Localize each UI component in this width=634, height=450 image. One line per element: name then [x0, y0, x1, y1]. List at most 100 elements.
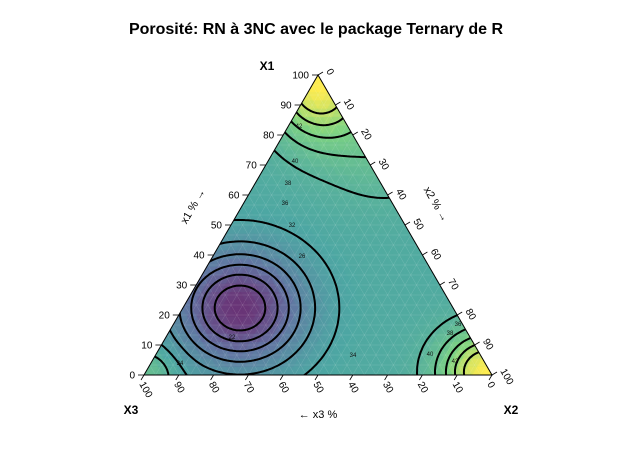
tick-label-x3: 30 [380, 380, 395, 396]
axis-label-x3: ← x3 % [299, 409, 338, 421]
tick-label-x1: 70 [246, 161, 258, 172]
grid-line [166, 334, 191, 376]
grid-line [294, 204, 394, 376]
tick-mark-x3 [419, 374, 423, 381]
tick-mark-x3 [453, 374, 458, 381]
grid-line [201, 124, 348, 376]
grid-line [253, 184, 365, 376]
grid-line [259, 174, 377, 376]
contour-label: 34 [350, 353, 357, 359]
tick-label-x3: 50 [310, 380, 325, 396]
grid-line [271, 154, 400, 376]
tick-mark-x2 [352, 131, 359, 136]
tick-mark-x2 [317, 71, 324, 76]
grid-line [149, 364, 156, 376]
tick-label-x3: 20 [415, 380, 430, 396]
grid-line [294, 114, 446, 376]
tick-mark-x2 [439, 281, 446, 286]
tick-label-x2: 20 [358, 127, 373, 143]
grid-line [230, 224, 319, 376]
grid-line [317, 224, 406, 376]
contour-label: 26 [299, 254, 306, 260]
contour-label: 40 [292, 159, 299, 165]
tick-label-x1: 0 [129, 371, 135, 382]
tick-label-x1: 80 [263, 131, 275, 142]
grid-line [213, 134, 354, 376]
grid-line [248, 194, 354, 376]
grid-line [207, 264, 272, 376]
tick-label-x2: 10 [341, 97, 356, 113]
tick-mark-x2 [474, 341, 480, 346]
chart-title: Porosité: RN à 3NC avec le package Terna… [129, 21, 504, 38]
grid-line [178, 104, 336, 376]
tick-mark-x3 [245, 374, 249, 381]
tick-label-x2: 30 [376, 157, 391, 173]
corner-label-x3: X3 [124, 403, 139, 417]
contour-line-22 [213, 284, 267, 332]
contour-label: 36 [455, 322, 462, 328]
grid-line [236, 154, 365, 376]
tick-mark-x2 [335, 101, 341, 106]
grid-line [259, 174, 377, 376]
contour-label: 24 [177, 361, 184, 367]
contour-label: 38 [285, 181, 292, 187]
tick-label-x3: 60 [276, 380, 291, 396]
grid-line [161, 344, 180, 376]
contour-label: 42 [452, 359, 459, 365]
grid-line [364, 264, 429, 376]
ternary-grid [149, 84, 487, 376]
grid-line [375, 274, 435, 376]
tick-label-x3: 0 [484, 380, 497, 391]
grid-line [398, 294, 446, 376]
grid-line [340, 244, 417, 376]
grid-line [219, 244, 296, 376]
tick-mark-x3 [175, 374, 180, 381]
contour-label: 22 [229, 335, 236, 341]
tick-mark-x2 [369, 161, 376, 166]
tick-label-x2: 40 [393, 187, 408, 203]
grid-line [201, 274, 261, 376]
axis-label-x2: x2 % → [421, 185, 451, 224]
contour-label: 40 [427, 352, 434, 358]
tick-label-x2: 100 [497, 367, 515, 387]
tick-mark-x3 [314, 374, 319, 381]
grid-line [468, 354, 481, 376]
tick-label-x3: 10 [450, 380, 465, 396]
grid-line [282, 134, 423, 376]
tick-label-x2: 70 [445, 277, 460, 293]
grid-line [172, 324, 203, 376]
tick-label-x2: 50 [410, 217, 425, 233]
tick-label-x3: 100 [136, 380, 154, 400]
tick-label-x1: 40 [193, 251, 205, 262]
tick-label-x1: 30 [176, 281, 188, 292]
tick-mark-x2 [387, 191, 393, 196]
grid-line [329, 234, 412, 376]
grid-line [300, 104, 458, 376]
contour-label: 38 [447, 331, 454, 337]
tick-label-x2: 80 [463, 307, 478, 323]
grid-line [288, 124, 435, 376]
tick-label-x3: 90 [171, 380, 186, 396]
tick-label-x1: 90 [280, 101, 292, 112]
grid-line [480, 364, 487, 376]
contour-label: 32 [289, 223, 296, 229]
tick-label-x3: 40 [345, 380, 360, 396]
tick-label-x1: 10 [141, 341, 153, 352]
grid-line [352, 254, 423, 376]
grid-line [271, 184, 383, 376]
axis-label-x1: x1 % → [179, 187, 209, 226]
tick-label-x2: 90 [480, 337, 495, 353]
grid-line [277, 144, 412, 376]
grid-line [248, 164, 371, 376]
tick-label-x3: 70 [241, 380, 256, 396]
tick-mark-x2 [404, 221, 411, 226]
grid-line [456, 344, 475, 376]
grid-line [242, 204, 342, 376]
contour-label: 36 [282, 201, 289, 207]
tick-label-x2: 60 [428, 247, 443, 263]
grid-line [311, 84, 481, 376]
tick-label-x1: 60 [228, 191, 240, 202]
grid-line [422, 314, 458, 376]
